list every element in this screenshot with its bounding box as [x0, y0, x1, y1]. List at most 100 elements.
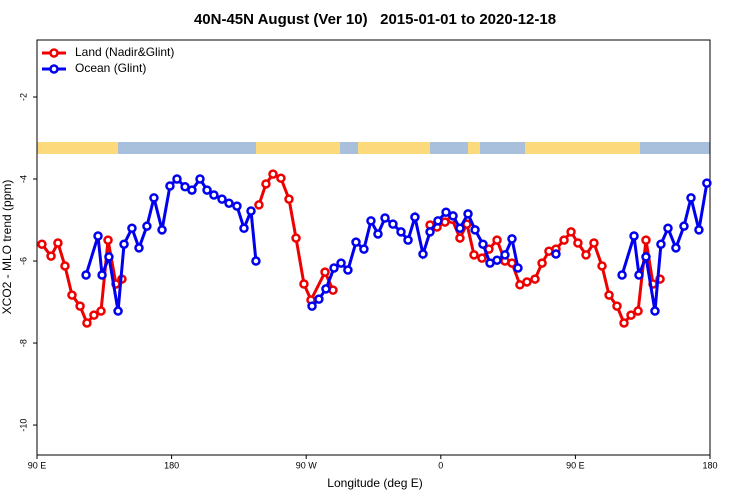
- data-point: [410, 212, 420, 222]
- data-point: [617, 270, 627, 280]
- data-point: [626, 310, 636, 320]
- data-point: [650, 306, 660, 316]
- data-point: [373, 229, 383, 239]
- data-point: [492, 255, 502, 265]
- data-point: [396, 227, 406, 237]
- data-point: [694, 225, 704, 235]
- data-point: [470, 225, 480, 235]
- series-line: [429, 217, 661, 326]
- y-tick-label: -8: [18, 339, 28, 347]
- x-tick-label: 90 E: [566, 460, 585, 470]
- data-point: [224, 198, 234, 208]
- legend-label: Land (Nadir&Glint): [75, 45, 174, 59]
- data-point: [261, 179, 271, 189]
- data-point: [195, 174, 205, 184]
- data-point: [314, 294, 324, 304]
- data-point: [329, 263, 339, 273]
- data-point: [686, 193, 696, 203]
- data-point: [46, 251, 56, 261]
- data-point: [284, 194, 294, 204]
- x-tick-label: 90 W: [296, 460, 318, 470]
- data-point: [403, 235, 413, 245]
- data-point: [60, 261, 70, 271]
- data-point: [418, 249, 428, 259]
- data-point: [469, 250, 479, 260]
- data-point: [455, 223, 465, 233]
- data-point: [581, 250, 591, 260]
- data-point: [455, 233, 465, 243]
- chart-title: 40N-45N August (Ver 10) 2015-01-01 to 20…: [194, 11, 556, 28]
- y-axis-label: XCO2 - MLO trend (ppm): [0, 180, 14, 315]
- data-point: [388, 219, 398, 229]
- data-point: [172, 174, 182, 184]
- data-point: [351, 237, 361, 247]
- data-point: [254, 200, 264, 210]
- data-point: [217, 194, 227, 204]
- data-point: [566, 227, 576, 237]
- data-point: [573, 238, 583, 248]
- data-point: [500, 250, 510, 260]
- data-point: [82, 318, 92, 328]
- data-point: [513, 263, 523, 273]
- data-point: [530, 274, 540, 284]
- y-tick-label: -6: [18, 257, 28, 265]
- data-point: [104, 252, 114, 262]
- data-point: [96, 306, 106, 316]
- data-point: [307, 301, 317, 311]
- data-point: [448, 211, 458, 221]
- data-point: [119, 239, 129, 249]
- data-point: [537, 258, 547, 268]
- x-axis-label: Longitude (deg E): [327, 476, 422, 490]
- data-point: [380, 213, 390, 223]
- data-point: [702, 178, 712, 188]
- data-point: [679, 221, 689, 231]
- data-point: [251, 256, 261, 266]
- data-point: [597, 261, 607, 271]
- data-point: [366, 216, 376, 226]
- plot-frame: [36, 39, 711, 456]
- data-point: [492, 235, 502, 245]
- data-point: [634, 270, 644, 280]
- data-point: [522, 277, 532, 287]
- data-point: [641, 235, 651, 245]
- data-point: [551, 249, 561, 259]
- data-point: [142, 221, 152, 231]
- data-point: [441, 207, 451, 217]
- data-point: [619, 318, 629, 328]
- data-point: [507, 234, 517, 244]
- data-point: [589, 238, 599, 248]
- data-point: [276, 173, 286, 183]
- data-point: [629, 231, 639, 241]
- data-point: [612, 301, 622, 311]
- data-point: [268, 169, 278, 179]
- legend-marker: [49, 64, 59, 74]
- data-point: [89, 310, 99, 320]
- data-point: [81, 270, 91, 280]
- land-ocean-band: [37, 142, 710, 154]
- data-point: [103, 235, 113, 245]
- y-tick-label: -10: [18, 419, 28, 432]
- data-point: [246, 206, 256, 216]
- data-point: [425, 227, 435, 237]
- data-point: [478, 239, 488, 249]
- data-point: [202, 185, 212, 195]
- data-point: [604, 290, 614, 300]
- legend-label: Ocean (Glint): [75, 61, 146, 75]
- data-point: [187, 185, 197, 195]
- data-point: [359, 244, 369, 254]
- data-point: [463, 209, 473, 219]
- data-point: [239, 223, 249, 233]
- data-point: [343, 265, 353, 275]
- data-point: [157, 225, 167, 235]
- series-line: [257, 172, 335, 304]
- data-point: [209, 190, 219, 200]
- data-point: [663, 223, 673, 233]
- data-point: [336, 258, 346, 268]
- data-point: [53, 238, 63, 248]
- data-point: [299, 279, 309, 289]
- data-point: [232, 201, 242, 211]
- data-point: [165, 181, 175, 191]
- data-point: [37, 239, 47, 249]
- data-point: [67, 290, 77, 300]
